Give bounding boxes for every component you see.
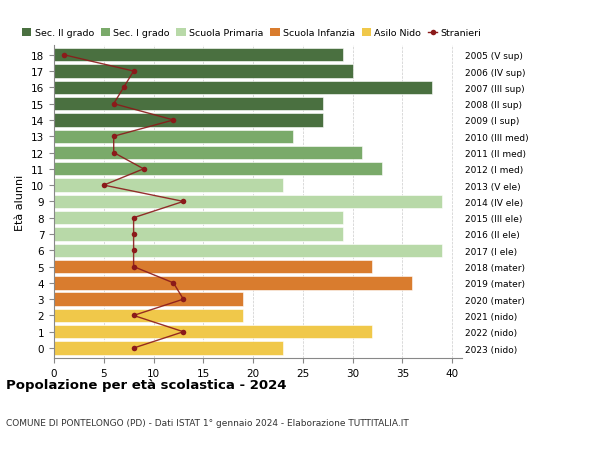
Bar (54, 341, 283, 355)
Text: COMUNE DI PONTELONGO (PD) - Dati ISTAT 1° gennaio 2024 - Elaborazione TUTTITALIA: COMUNE DI PONTELONGO (PD) - Dati ISTAT 1… (6, 418, 409, 427)
Point (129, 312, 139, 319)
Point (109, 101, 119, 108)
Bar (54, 98, 323, 111)
Bar (54, 260, 373, 274)
Point (129, 263, 139, 271)
Bar (54, 179, 283, 192)
Point (119, 84, 128, 92)
Point (139, 166, 148, 173)
Bar (54, 130, 293, 144)
Point (109, 150, 119, 157)
Point (129, 214, 139, 222)
Point (169, 280, 178, 287)
Bar (54, 212, 343, 225)
Point (179, 328, 188, 336)
Bar (54, 195, 442, 209)
Point (179, 296, 188, 303)
Bar (54, 293, 243, 306)
Bar (54, 49, 343, 62)
Bar (54, 309, 243, 322)
Bar (54, 228, 343, 241)
Bar (54, 325, 373, 339)
Point (129, 68, 139, 76)
Point (179, 198, 188, 206)
Point (59, 52, 69, 59)
Point (99, 182, 109, 190)
Bar (54, 244, 442, 257)
Point (169, 117, 178, 124)
Y-axis label: Età alunni: Età alunni (16, 174, 25, 230)
Bar (54, 114, 323, 127)
Bar (54, 146, 362, 160)
Text: Popolazione per età scolastica - 2024: Popolazione per età scolastica - 2024 (6, 379, 287, 392)
Bar (54, 277, 412, 290)
Point (129, 231, 139, 238)
Point (129, 247, 139, 254)
Point (129, 345, 139, 352)
Bar (54, 163, 382, 176)
Bar (54, 65, 353, 78)
Point (109, 133, 119, 140)
Bar (54, 82, 432, 95)
Legend: Sec. II grado, Sec. I grado, Scuola Primaria, Scuola Infanzia, Asilo Nido, Stran: Sec. II grado, Sec. I grado, Scuola Prim… (22, 29, 481, 38)
